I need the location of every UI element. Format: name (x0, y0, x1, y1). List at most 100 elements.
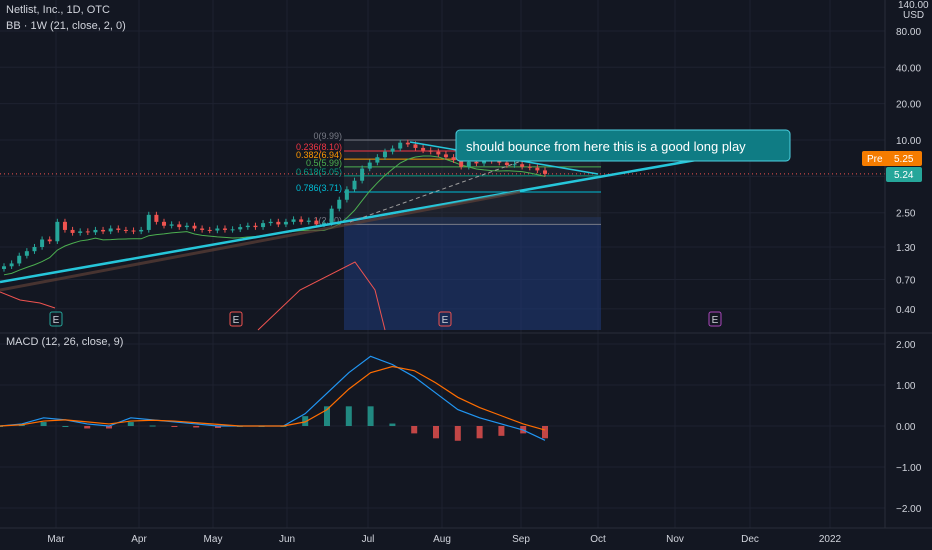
candle-body (459, 160, 464, 167)
last-price-badge (886, 167, 922, 182)
earnings-marker-label: E (233, 315, 240, 326)
macd-histogram-bar (542, 426, 548, 439)
candle-body (314, 220, 319, 225)
candle-body (139, 229, 144, 232)
candle-body (131, 230, 136, 232)
fib-level-label: 0.236(8.10) (296, 142, 342, 152)
annotation-callout: should bounce from here this is a good l… (455, 129, 791, 162)
signal-line (0, 365, 546, 431)
macd-histogram-bar (193, 426, 200, 428)
candle-body (512, 164, 517, 166)
candle-body (215, 228, 220, 231)
earnings-marker: E (438, 311, 452, 327)
candle-body (291, 219, 296, 222)
fib-level-label: 0.786(3.71) (296, 183, 342, 193)
price-tick-label: 80.00 (896, 27, 921, 38)
month-label: Apr (131, 534, 147, 545)
earnings-marker: E (49, 311, 63, 327)
candle-body (78, 231, 83, 233)
candle-body (322, 223, 327, 225)
candle-body (413, 144, 418, 148)
candle-body (520, 164, 525, 167)
macd-pane (0, 343, 885, 509)
candle-body (222, 228, 227, 230)
month-label: Aug (433, 534, 451, 545)
macd-histogram-bar (40, 422, 47, 426)
pre-market-value: 5.25 (894, 154, 914, 165)
candle-body (146, 214, 151, 230)
macd-histogram-bar (411, 426, 418, 434)
candle-body (527, 166, 532, 168)
candle-body (40, 239, 45, 247)
pre-market-label: Pre (867, 154, 883, 165)
candle-body (382, 151, 387, 158)
macd-histogram-bar (367, 406, 374, 426)
candle-body (101, 229, 106, 232)
candle-body (47, 239, 52, 242)
macd-histogram-bar (127, 422, 134, 426)
candle-body (390, 148, 395, 152)
candle-body (543, 170, 547, 174)
candle-body (428, 150, 433, 152)
earnings-marker-label: E (442, 315, 449, 326)
candle-body (337, 199, 342, 209)
candle-body (184, 225, 189, 228)
candle-body (329, 208, 334, 224)
candle-body (177, 224, 182, 228)
fib-level-label: 0.618(5.05) (296, 167, 342, 177)
fib-level-label: 0.5(5.99) (306, 158, 342, 168)
candle-body (268, 221, 273, 224)
macd-histogram-bar (215, 426, 221, 428)
macd-histogram-bar (345, 406, 352, 426)
macd-histogram-bar (149, 425, 156, 427)
bb-indicator-label: BB · 1W (21, close, 2, 0) (6, 20, 126, 32)
candle-body (299, 219, 304, 222)
candle-body (436, 151, 441, 155)
price-tick-label: 0.70 (896, 275, 916, 286)
earnings-marker-label: E (712, 315, 719, 326)
earnings-marker: E (229, 311, 243, 327)
macd-histogram-bar (171, 426, 178, 427)
candle-body (93, 229, 98, 233)
macd-tick-label: 0.00 (896, 422, 916, 433)
macd-tick-label: −1.00 (896, 463, 922, 474)
candle-body (230, 229, 235, 231)
month-label: Mar (47, 534, 65, 545)
candle-body (466, 161, 471, 167)
price-tick-label: 40.00 (896, 63, 921, 74)
last-price-value: 5.24 (894, 170, 914, 181)
candle-body (360, 168, 365, 181)
price-tick-label: 2.50 (896, 209, 916, 220)
candle-body (62, 221, 67, 230)
month-label: Sep (512, 534, 530, 545)
macd-histogram-bar (389, 423, 396, 426)
macd-histogram-bar (84, 426, 91, 429)
candle-body (451, 157, 456, 161)
price-tick-label: 1.30 (896, 243, 916, 254)
support-trendline (0, 145, 771, 284)
candle-body (253, 225, 258, 228)
month-label: Jul (362, 534, 375, 545)
candle-body (192, 225, 197, 229)
candle-body (2, 266, 6, 269)
price-tick-label: 10.00 (896, 136, 921, 147)
candle-body (375, 157, 380, 163)
macd-histogram-bar (62, 426, 69, 427)
earnings-marker: E (708, 311, 722, 327)
bb-lower-line (0, 291, 56, 309)
candle-body (108, 228, 113, 232)
candle-body (24, 251, 29, 256)
annotation-box (455, 129, 791, 162)
candle-body (238, 227, 243, 230)
candle-body (55, 221, 60, 242)
macd-tick-label: 1.00 (896, 381, 916, 392)
month-label: Nov (666, 534, 684, 545)
earnings-marker-box (438, 311, 452, 327)
candle-body (123, 229, 128, 231)
price-tick-label: 140.00 (898, 0, 929, 11)
macd-histogram-bar (302, 416, 309, 426)
candle-body (344, 189, 349, 200)
candle-body (283, 221, 288, 225)
